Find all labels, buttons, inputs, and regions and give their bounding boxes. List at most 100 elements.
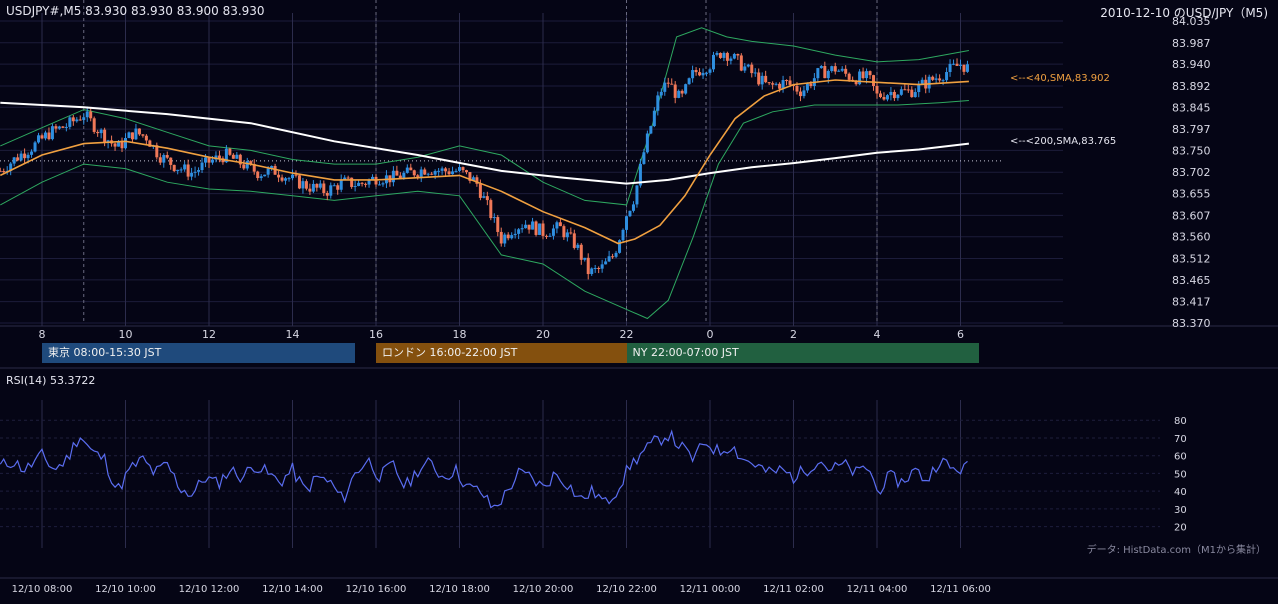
candle-up [245,161,249,169]
candle-up [551,228,555,236]
candle-up [729,58,733,61]
candle-down [478,183,482,198]
candle-up [555,222,559,229]
candle-down [718,52,722,58]
candle-up [774,83,778,85]
candle-down [757,72,761,85]
candle-up [826,70,830,79]
candle-up [391,170,395,183]
sma200-line [0,101,970,185]
candle-up [743,66,747,71]
candle-up [284,178,288,181]
candle-up [224,148,228,163]
candle-down [169,157,173,165]
candle-down [409,167,413,171]
candle-down [144,135,148,141]
time-tick-label: 12/10 16:00 [346,584,407,595]
price-tick-label: 83.845 [1172,101,1211,114]
axes: 84.035 83.987 83.940 83.892 83.845 83.797 83.7… [39,15,1211,341]
candle-down [955,63,959,66]
candle-up [471,177,475,181]
sma200-annotation: <--<200,SMA,83.765 [1010,135,1117,147]
candle-up [945,72,949,81]
candle-down [273,165,277,175]
candle-up [353,186,357,188]
candle-up [865,71,869,79]
bollinger-lower-line [0,100,969,320]
candle-up [210,159,214,163]
sma40-line [0,79,969,245]
candle-up [64,126,68,128]
candle-up [329,185,333,196]
rsi-tick-label: 60 [1174,452,1187,463]
candle-down [579,244,583,260]
candle-down [680,90,684,94]
candle-down [315,183,319,188]
candle-up [684,84,688,94]
candle-down [844,68,848,74]
candle-up [934,78,938,80]
candle-down [217,155,221,159]
candle-down [878,93,882,98]
candle-up [600,264,604,269]
candle-up [26,154,30,159]
hour-tick-label: 6 [957,328,964,341]
candle-up [781,80,785,89]
candle-up [377,184,381,186]
price-tick-label: 83.560 [1172,231,1211,244]
candle-up [19,153,23,161]
candle-up [656,95,660,111]
candle-down [444,168,448,172]
candle-down [694,70,698,73]
candle-up [816,68,820,79]
candle-up [287,178,291,180]
candle-up [663,82,667,92]
price-tick-label: 83.370 [1172,317,1211,330]
candle-down [155,145,159,158]
candle-up [433,171,437,175]
candle-down [541,223,545,236]
candle-up [367,179,371,185]
candle-down [96,131,100,134]
price-tick-label: 83.892 [1172,80,1211,93]
candle-up [12,157,16,164]
candle-up [513,233,517,236]
rsi-tick-label: 30 [1174,505,1187,516]
time-tick-label: 12/10 22:00 [596,584,657,595]
candle-up [819,66,823,69]
candles [0,51,969,280]
candle-up [548,235,552,237]
candle-up [85,111,89,118]
candle-up [959,64,962,66]
candle-down [158,157,162,163]
candle-down [172,164,176,172]
candle-down [868,71,872,76]
candle-up [590,268,594,275]
candle-up [701,72,705,76]
candle-up [618,240,622,253]
candle-down [141,134,145,136]
candle-down [2,170,6,172]
candle-up [858,71,862,85]
time-tick-label: 12/10 12:00 [179,584,240,595]
candle-up [638,163,642,186]
candle-down [447,171,451,175]
time-tick-label: 12/10 08:00 [12,584,73,595]
candle-down [558,222,562,227]
rsi-tick-label: 40 [1174,487,1187,498]
candle-up [593,267,597,269]
candle-up [952,63,956,65]
candle-down [130,132,134,140]
candle-down [739,55,743,71]
candle-up [75,119,79,122]
candle-down [71,117,75,122]
price-tick-label: 83.702 [1172,166,1211,179]
candle-down [938,78,942,81]
candle-down [412,170,416,176]
candle-up [311,183,315,192]
candle-down [346,177,350,179]
candle-up [805,83,809,91]
candle-down [186,164,190,177]
candle-up [43,132,47,139]
